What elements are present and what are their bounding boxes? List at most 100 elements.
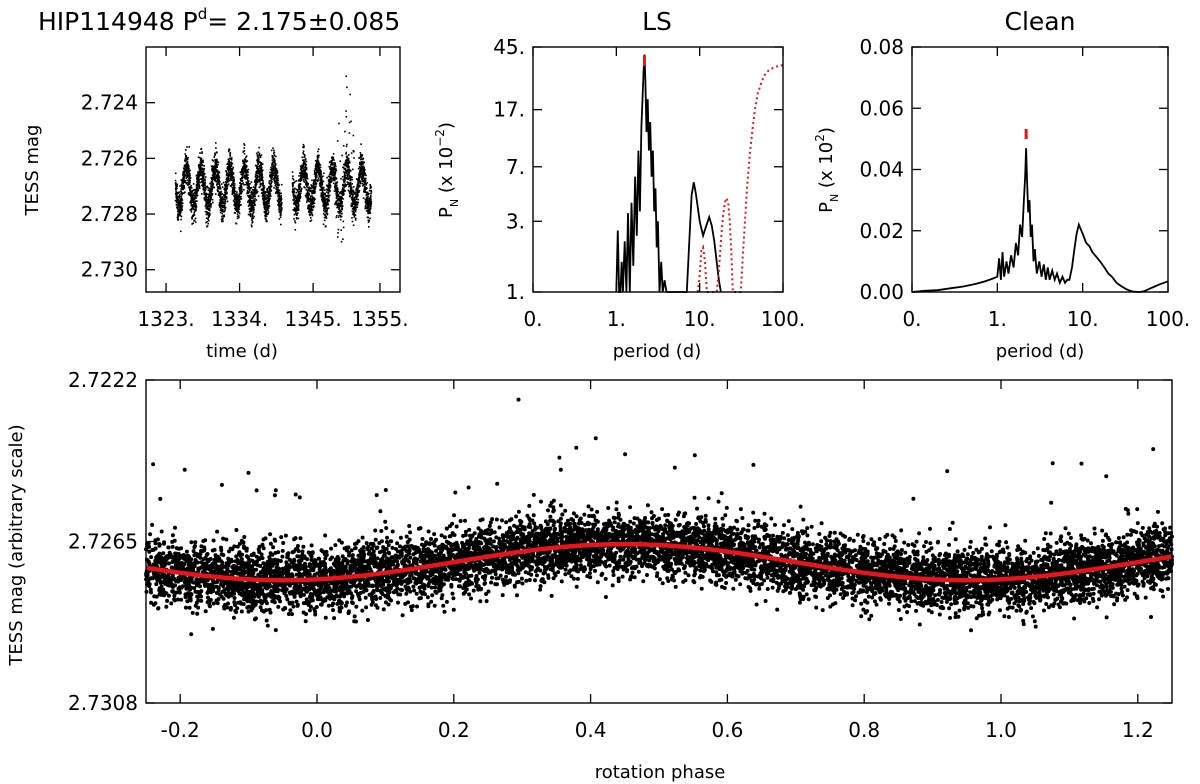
lightcurve-point: [235, 203, 238, 205]
lightcurve-point: [195, 175, 198, 177]
lightcurve-point: [217, 183, 219, 185]
lightcurve-point: [346, 168, 349, 171]
lightcurve-point: [229, 151, 232, 154]
lightcurve-point: [255, 183, 258, 185]
lightcurve-point: [348, 172, 350, 174]
lightcurve-point: [204, 196, 206, 199]
lightcurve-point: [337, 211, 339, 213]
lightcurve-point: [184, 166, 187, 169]
lightcurve-point: [365, 184, 368, 186]
lightcurve-point: [225, 183, 227, 186]
lightcurve-point: [232, 188, 234, 191]
lightcurve-point: [364, 178, 366, 181]
lightcurve-point: [324, 214, 326, 216]
lightcurve-point: [364, 182, 366, 185]
lightcurve-point: [181, 205, 184, 207]
lightcurve-point: [330, 156, 333, 159]
lightcurve-point: [354, 205, 357, 208]
lightcurve-point: [343, 180, 345, 182]
lightcurve-point: [207, 200, 209, 202]
lightcurve-point: [298, 191, 300, 193]
lightcurve-point: [270, 149, 273, 152]
lightcurve-point: [333, 159, 335, 161]
lightcurve-point: [358, 171, 361, 174]
lightcurve-point: [259, 184, 262, 186]
lightcurve-point: [339, 214, 342, 217]
lightcurve-point: [270, 189, 273, 191]
lightcurve-point: [264, 192, 266, 194]
lightcurve-point: [238, 216, 240, 219]
lightcurve-point: [250, 195, 252, 198]
lightcurve-point: [339, 196, 341, 198]
lightcurve-point: [292, 199, 294, 201]
lightcurve-point: [322, 175, 324, 177]
lightcurve-point: [188, 167, 190, 170]
lightcurve-point: [253, 201, 256, 204]
lightcurve-point: [190, 193, 193, 195]
lightcurve-point: [354, 217, 357, 220]
phase-panel: -0.2 0.0 0.2 0.4 0.6 0.8 1.0 1.22.72222.72652.7…: [6, 368, 1175, 783]
lightcurve-point: [232, 171, 235, 174]
lightcurve-point: [273, 179, 275, 181]
lightcurve-point: [351, 199, 354, 201]
lightcurve-point: [343, 184, 345, 187]
lightcurve-point: [179, 208, 182, 211]
lightcurve-point: [337, 236, 339, 238]
lightcurve-point: [250, 204, 252, 206]
lightcurve-point: [296, 188, 299, 191]
lightcurve-point: [343, 181, 346, 183]
lightcurve-point: [180, 190, 183, 192]
lightcurve-point: [341, 206, 343, 208]
lightcurve-point: [239, 177, 242, 180]
x-tick-label: 1.0: [985, 718, 1017, 742]
lightcurve-point: [215, 142, 217, 144]
lightcurve-point: [217, 187, 219, 190]
lightcurve-point: [194, 205, 196, 207]
lightcurve-point: [335, 216, 338, 219]
lightcurve-point: [363, 187, 366, 190]
phase-points: [144, 397, 1175, 637]
lightcurve-point: [268, 198, 271, 201]
lightcurve-point: [270, 177, 273, 180]
lightcurve-point: [266, 191, 268, 194]
lightcurve-point: [344, 130, 346, 133]
lightcurve-point: [236, 198, 238, 201]
y-tick-label: 2.7222: [68, 368, 138, 392]
lightcurve-point: [181, 199, 184, 201]
lightcurve-point: [186, 158, 189, 161]
lightcurve-point: [222, 181, 225, 184]
lightcurve-point: [262, 182, 264, 185]
lightcurve-point: [231, 186, 234, 189]
lightcurve-point: [358, 157, 360, 159]
lightcurve-point: [368, 204, 370, 207]
y-tick-label: 2.730: [81, 258, 138, 282]
lightcurve-point: [348, 185, 350, 188]
lightcurve-point: [365, 188, 367, 190]
lightcurve-point: [189, 186, 192, 188]
lightcurve-point: [213, 176, 216, 179]
lightcurve-point: [240, 186, 243, 188]
lightcurve-point: [269, 193, 272, 195]
lightcurve-point: [325, 225, 327, 228]
lightcurve-point: [297, 197, 299, 199]
y-tick-label: 2.7308: [68, 691, 138, 715]
lightcurve-point: [213, 156, 216, 158]
lightcurve-point: [360, 143, 362, 145]
lightcurve-point: [318, 154, 320, 157]
lightcurve-point: [227, 180, 230, 182]
lightcurve-point: [317, 167, 319, 169]
lightcurve-point: [334, 171, 337, 173]
lightcurve-point: [369, 212, 372, 214]
lightcurve-point: [301, 177, 303, 180]
lightcurve-point: [240, 195, 242, 198]
lightcurve-point: [310, 184, 312, 186]
lightcurve-point: [348, 166, 350, 168]
lightcurve-point: [225, 197, 228, 200]
lightcurve-point: [327, 200, 329, 203]
lightcurve-point: [198, 185, 201, 187]
lightcurve-point: [244, 167, 247, 170]
lightcurve-point: [221, 202, 223, 204]
lightcurve-point: [257, 151, 260, 153]
lightcurve-point: [250, 186, 253, 189]
x-tick-label: 10.: [684, 307, 716, 331]
